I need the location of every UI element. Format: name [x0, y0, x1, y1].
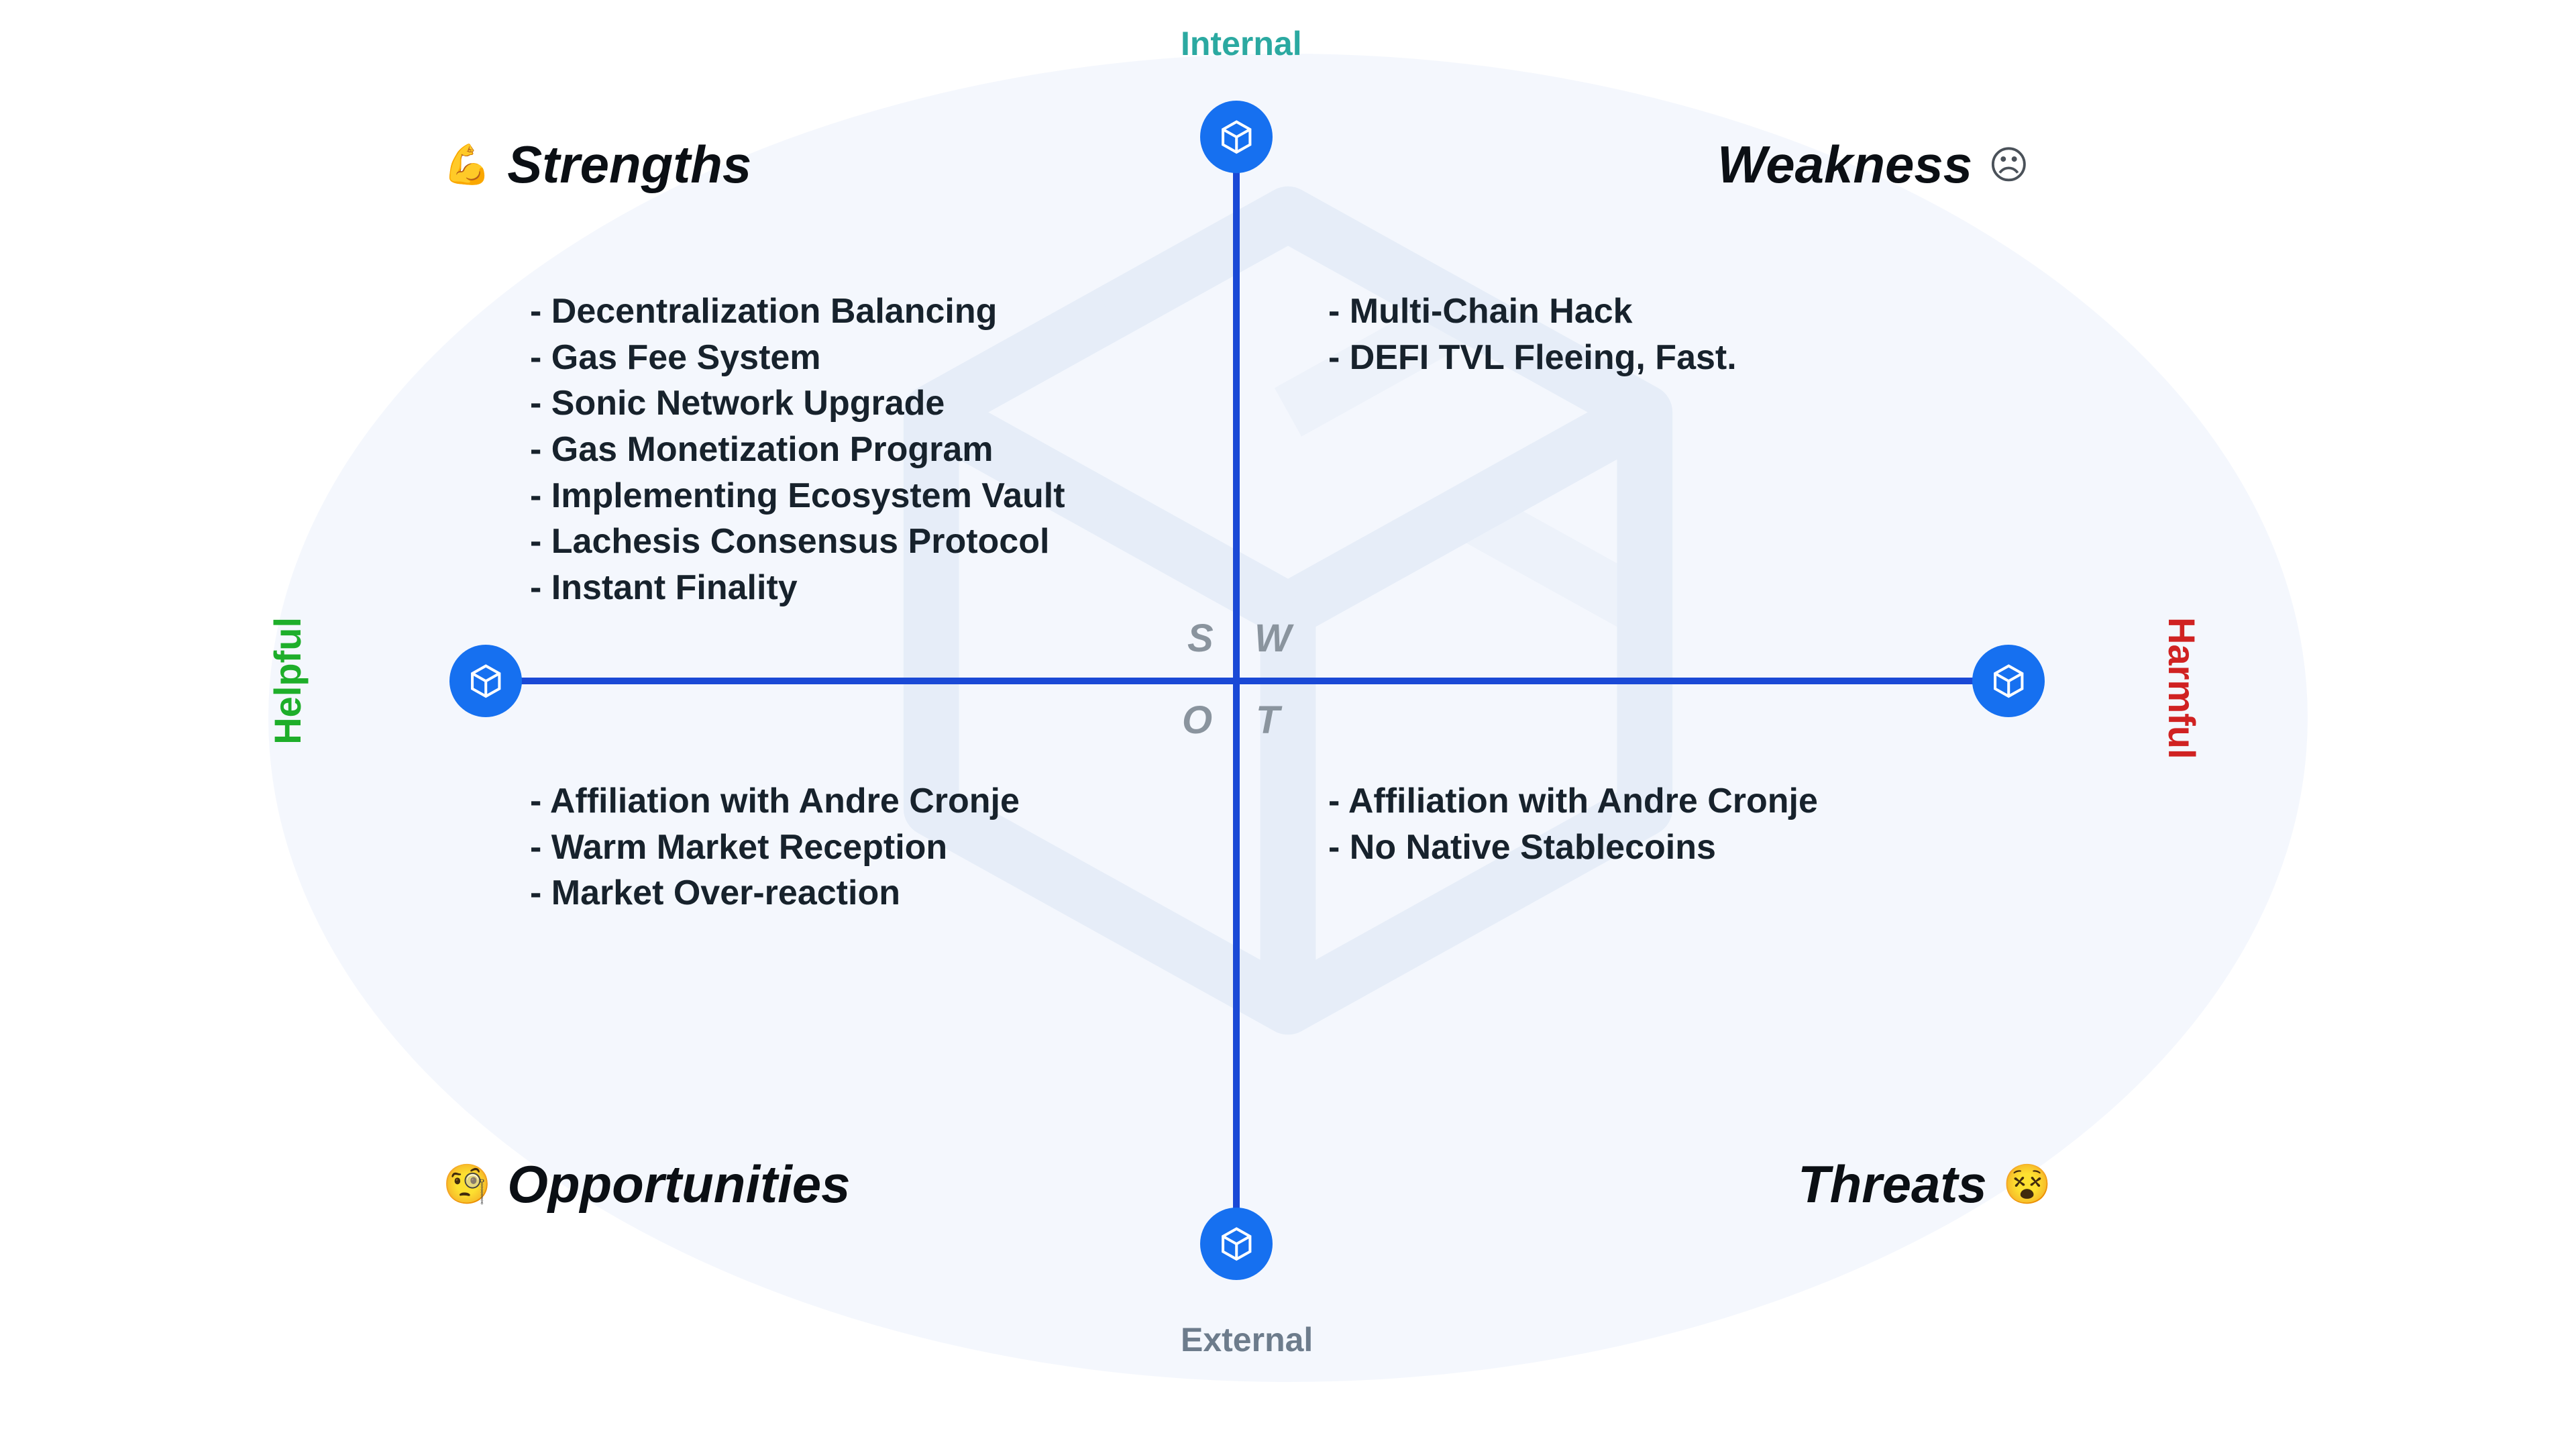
swot-diagram: Internal External Helpful Harmful S W O … [0, 0, 2576, 1435]
heading-weakness-text: Weakness [1717, 134, 1972, 195]
swot-letter-t: T [1256, 698, 1279, 743]
list-opportunities: Affiliation with Andre Cronje Warm Marke… [530, 778, 1020, 916]
axis-node-right [1972, 645, 2045, 717]
thinking-face-icon: 🧐 [443, 1162, 491, 1208]
axis-horizontal [490, 678, 2006, 684]
list-item: Sonic Network Upgrade [530, 380, 1065, 427]
flex-arm-icon: 💪 [443, 142, 491, 188]
list-strengths: Decentralization Balancing Gas Fee Syste… [530, 288, 1065, 610]
axis-vertical [1233, 141, 1240, 1228]
list-weakness: Multi-Chain Hack DEFI TVL Fleeing, Fast. [1328, 288, 1737, 380]
heading-strengths-text: Strengths [507, 134, 751, 195]
heading-weakness: Weakness ☹ [1717, 134, 2029, 195]
list-item: Multi-Chain Hack [1328, 288, 1737, 335]
axis-label-external: External [1181, 1320, 1313, 1359]
list-item: Affiliation with Andre Cronje [530, 778, 1020, 825]
dizzy-face-icon: 😵 [2003, 1162, 2051, 1208]
axis-label-helpful: Helpful [266, 617, 309, 745]
sad-face-icon: ☹ [1988, 142, 2029, 188]
swot-letter-s: S [1187, 616, 1214, 661]
list-item: Decentralization Balancing [530, 288, 1065, 335]
list-item: Gas Monetization Program [530, 427, 1065, 473]
heading-threats: Threats 😵 [1798, 1154, 2051, 1215]
swot-letter-w: W [1254, 616, 1291, 661]
list-item: Lachesis Consensus Protocol [530, 519, 1065, 565]
list-item: Warm Market Reception [530, 825, 1020, 871]
list-threats: Affiliation with Andre Cronje No Native … [1328, 778, 1818, 870]
axis-node-left [449, 645, 522, 717]
axis-node-top [1200, 101, 1273, 173]
list-item: Affiliation with Andre Cronje [1328, 778, 1818, 825]
list-item: Instant Finality [530, 565, 1065, 611]
swot-letter-o: O [1182, 698, 1212, 743]
list-item: No Native Stablecoins [1328, 825, 1818, 871]
axis-node-bottom [1200, 1208, 1273, 1280]
axis-label-harmful: Harmful [2160, 617, 2204, 759]
list-item: Gas Fee System [530, 335, 1065, 381]
heading-strengths: 💪 Strengths [443, 134, 751, 195]
list-item: Market Over-reaction [530, 870, 1020, 916]
list-item: Implementing Ecosystem Vault [530, 473, 1065, 519]
heading-opportunities: 🧐 Opportunities [443, 1154, 851, 1215]
heading-threats-text: Threats [1798, 1154, 1987, 1215]
heading-opportunities-text: Opportunities [507, 1154, 850, 1215]
list-item: DEFI TVL Fleeing, Fast. [1328, 335, 1737, 381]
axis-label-internal: Internal [1181, 24, 1302, 63]
